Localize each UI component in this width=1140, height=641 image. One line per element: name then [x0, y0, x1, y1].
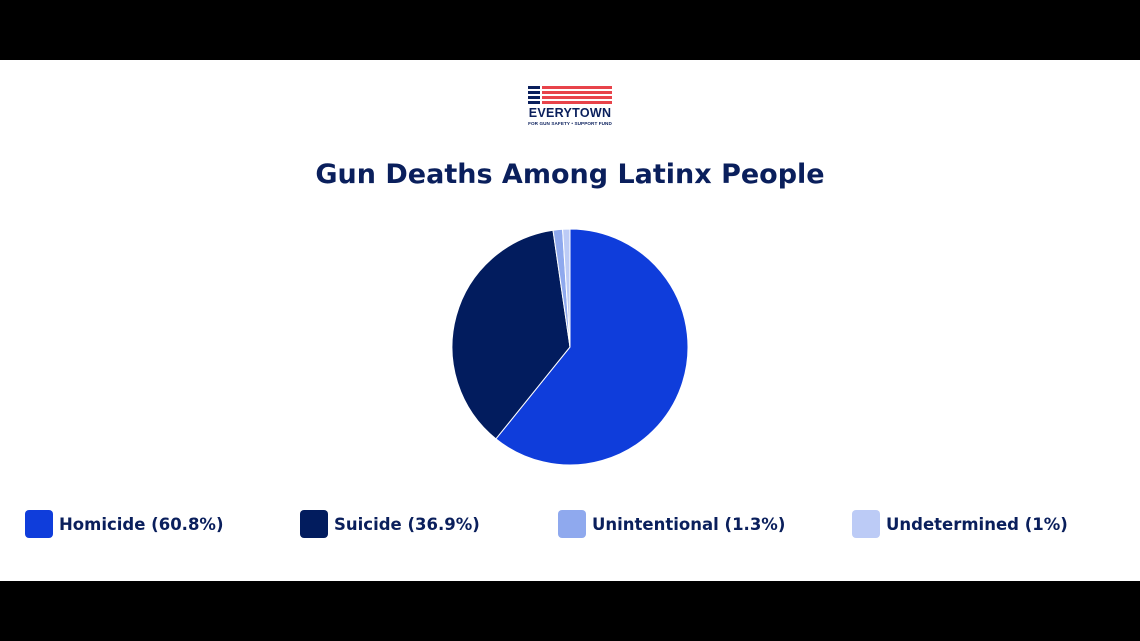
pie-slice-undetermined [562, 228, 571, 348]
chart-title: Gun Deaths Among Latinx People [315, 159, 825, 190]
legend-item-homicide: Homicide (60.8%) [25, 509, 224, 539]
logo-tagline: FOR GUN SAFETY • SUPPORT FUND [528, 121, 612, 126]
legend-swatch [852, 510, 880, 538]
pie-slice-homicide [495, 228, 689, 466]
legend-item-suicide: Suicide (36.9%) [300, 509, 480, 539]
logo-wordmark: EVERYTOWN [528, 106, 612, 120]
flag-stripes-icon [528, 86, 612, 104]
legend-swatch [300, 510, 328, 538]
legend-swatch [558, 510, 586, 538]
legend-item-undetermined: Undetermined (1%) [852, 509, 1068, 539]
legend-item-unintentional: Unintentional (1.3%) [558, 509, 785, 539]
legend-label: Undetermined (1%) [886, 514, 1068, 534]
legend-label: Homicide (60.8%) [59, 514, 224, 534]
legend-label: Unintentional (1.3%) [592, 514, 786, 534]
chart-panel: EVERYTOWN FOR GUN SAFETY • SUPPORT FUND … [0, 60, 1140, 581]
pie-chart [451, 228, 689, 466]
legend-swatch [25, 510, 53, 538]
everytown-logo: EVERYTOWN FOR GUN SAFETY • SUPPORT FUND [528, 86, 612, 130]
pie-slice-suicide [451, 229, 571, 440]
legend-label: Suicide (36.9%) [334, 514, 480, 534]
